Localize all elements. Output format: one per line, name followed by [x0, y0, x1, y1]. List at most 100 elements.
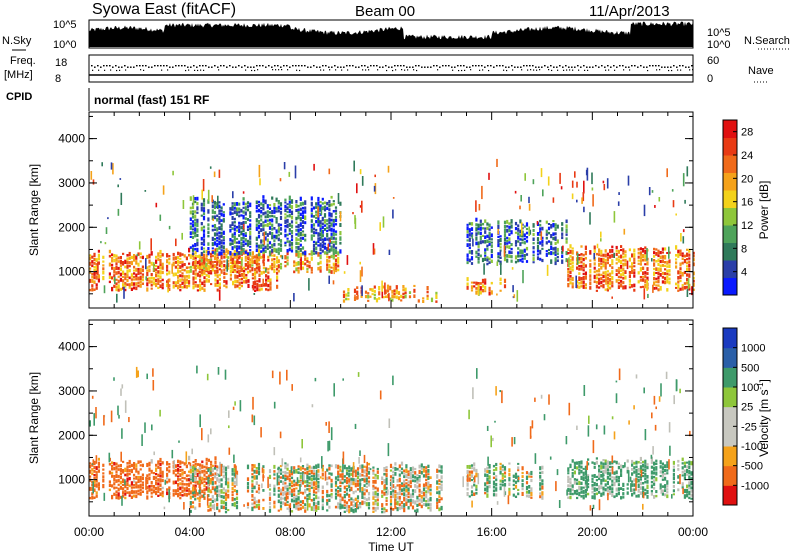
echo-cell — [361, 464, 364, 469]
echo-cell — [301, 220, 305, 224]
echo-cell — [495, 466, 498, 471]
echo-cell — [571, 180, 574, 188]
echo-cell — [343, 506, 346, 509]
echo-cell — [571, 468, 574, 471]
echo-cell — [345, 472, 349, 476]
echo-cell — [303, 473, 305, 481]
echo-cell — [414, 509, 417, 513]
echo-cell — [567, 487, 570, 492]
echo-cell — [174, 256, 177, 260]
echo-cell — [308, 476, 311, 481]
echo-cell — [339, 241, 342, 245]
echo-cell — [227, 465, 230, 469]
echo-cell — [233, 485, 236, 488]
echo-cell — [194, 254, 197, 257]
echo-cell — [484, 254, 487, 257]
echo-cell — [440, 465, 443, 469]
echo-cell — [359, 478, 362, 482]
echo-cell — [626, 260, 629, 270]
echo-cell — [348, 469, 351, 473]
echo-cell — [150, 491, 153, 495]
echo-cell — [484, 492, 487, 495]
echo-cell — [95, 455, 98, 464]
echo-cell — [675, 261, 678, 265]
echo-cell — [600, 485, 603, 490]
echo-cell — [102, 468, 105, 471]
echo-cell — [484, 487, 487, 492]
echo-cell — [470, 262, 474, 265]
echo-cell — [202, 243, 206, 246]
echo-cell — [139, 475, 142, 481]
echo-cell — [295, 225, 298, 228]
echo-cell — [440, 480, 443, 483]
echo-cell — [692, 288, 695, 291]
echo-cell — [337, 464, 340, 470]
echo-cell — [372, 469, 375, 472]
echo-cell — [376, 506, 379, 510]
echo-cell — [495, 482, 498, 487]
echo-cell — [506, 245, 509, 249]
echo-cell — [115, 462, 118, 465]
echo-cell — [637, 483, 640, 488]
echo-cell — [268, 496, 272, 502]
echo-cell — [220, 249, 223, 252]
echo-cell — [683, 469, 686, 473]
echo-cell — [582, 476, 585, 481]
echo-cell — [573, 478, 576, 481]
echo-cell — [224, 480, 228, 486]
echo-cell — [348, 508, 351, 514]
echo-cell — [501, 468, 504, 472]
echo-cell — [297, 250, 300, 256]
echo-cell — [174, 284, 177, 288]
echo-cell — [213, 238, 217, 241]
echo-cell — [683, 270, 686, 275]
echo-cell — [328, 200, 331, 204]
echo-cell — [119, 260, 122, 265]
echo-cell — [688, 460, 691, 465]
echo-cell — [624, 270, 627, 274]
echo-cell — [260, 223, 263, 227]
echo-cell — [396, 484, 399, 487]
echo-cell — [651, 190, 654, 193]
echo-cell — [615, 487, 618, 492]
echo-cell — [683, 259, 686, 264]
echo-cell — [635, 468, 638, 474]
echo-cell — [262, 469, 265, 474]
echo-cell — [174, 272, 177, 277]
echo-cell — [334, 262, 338, 267]
echo-cell — [181, 281, 184, 285]
echo-cell — [254, 275, 257, 280]
echo-cell — [194, 251, 197, 255]
echo-cell — [111, 461, 114, 464]
echo-cell — [266, 222, 269, 227]
echo-cell — [345, 293, 348, 297]
echo-cell — [510, 219, 513, 224]
echo-cell — [604, 253, 607, 258]
echo-cell — [216, 261, 219, 266]
echo-cell — [611, 455, 614, 463]
echo-cell — [179, 260, 182, 264]
echo-cell — [470, 289, 474, 292]
echo-cell — [111, 494, 114, 500]
echo-cell — [317, 201, 320, 206]
echo-cell — [290, 485, 294, 488]
echo-cell — [405, 473, 408, 479]
echo-cell — [124, 484, 127, 489]
echo-cell — [517, 254, 520, 258]
nsky-tick-top: 10^5 — [53, 19, 77, 31]
echo-cell — [217, 195, 219, 209]
echo-cell — [135, 481, 138, 485]
echo-cell — [273, 477, 276, 480]
echo-cell — [587, 492, 590, 496]
echo-cell — [276, 256, 279, 259]
echo-cell — [622, 271, 625, 277]
echo-cell — [279, 232, 283, 235]
echo-cell — [595, 475, 598, 478]
date-title: 11/Apr/2013 — [589, 3, 670, 20]
echo-cell — [141, 487, 144, 490]
echo-cell — [126, 465, 129, 469]
echo-cell — [159, 409, 161, 417]
echo-cell — [93, 280, 96, 284]
echo-cell — [202, 202, 206, 207]
echo-cell — [333, 264, 335, 275]
